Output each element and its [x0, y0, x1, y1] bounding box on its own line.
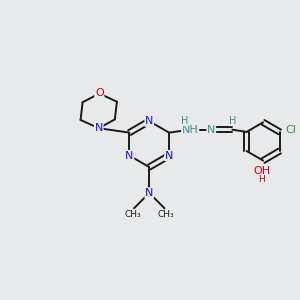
Text: N: N: [207, 125, 215, 135]
Text: OH: OH: [253, 166, 270, 176]
Text: NH: NH: [182, 125, 199, 135]
Text: N: N: [94, 123, 103, 133]
Text: N: N: [145, 188, 154, 198]
Text: O: O: [95, 88, 104, 98]
Text: N: N: [125, 151, 134, 160]
Text: N: N: [165, 151, 173, 160]
Text: H: H: [181, 116, 189, 126]
Text: Cl: Cl: [285, 125, 296, 135]
Text: CH₃: CH₃: [124, 210, 141, 219]
Text: H: H: [229, 116, 236, 126]
Text: H: H: [258, 175, 265, 184]
Text: N: N: [145, 116, 154, 126]
Text: CH₃: CH₃: [158, 210, 174, 219]
